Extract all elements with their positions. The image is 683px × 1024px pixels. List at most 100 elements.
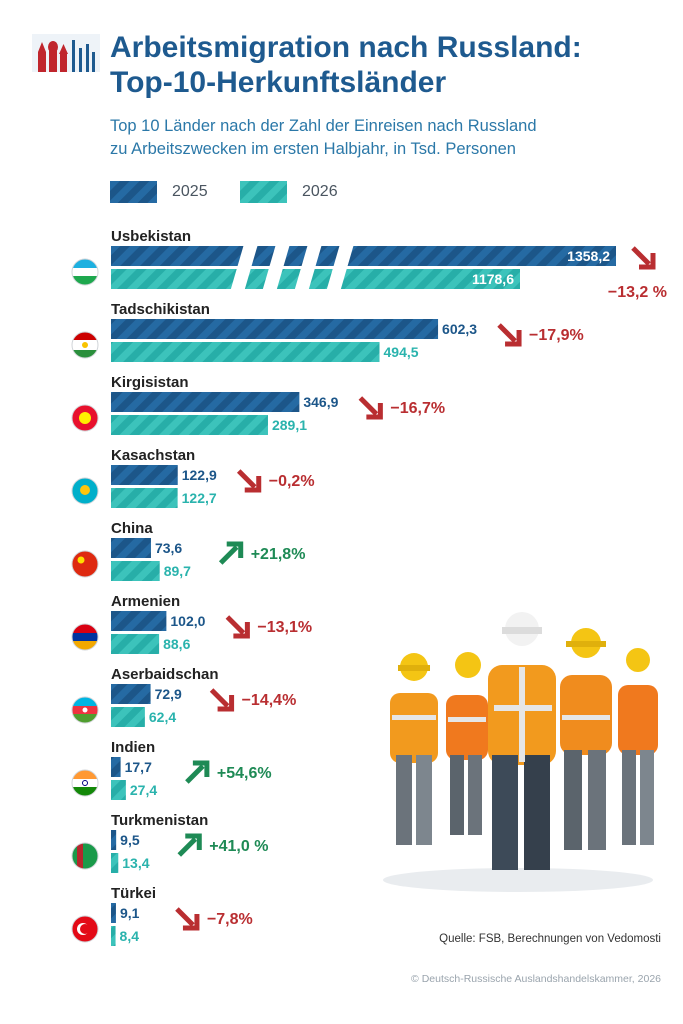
flag-cn-icon — [72, 551, 98, 577]
flag-outline — [71, 915, 99, 943]
arrow-up-icon — [185, 760, 210, 784]
axis-break-mark — [230, 244, 258, 292]
value-label-2025: 102,0 — [170, 613, 205, 629]
flag-am-icon — [72, 624, 98, 650]
value-label-2026: 27,4 — [130, 782, 157, 798]
value-label-2025: 602,3 — [442, 321, 477, 337]
value-label-2025: 1358,2 — [567, 248, 610, 264]
bar-2025 — [111, 684, 151, 704]
legend-label-2026: 2026 — [302, 183, 338, 200]
title-line-2: Top-10-Herkunftsländer — [110, 66, 447, 99]
bar-2026 — [111, 926, 116, 946]
value-label-2026: 62,4 — [149, 709, 176, 725]
change-label: +41,0 % — [209, 838, 268, 855]
bar-2025 — [111, 611, 167, 631]
arrow-down-icon — [236, 469, 262, 493]
change-label: −17,9% — [529, 327, 584, 344]
flag-kg-icon — [72, 405, 98, 431]
change-label: −13,2 % — [608, 284, 667, 301]
axis-break-mark — [326, 244, 354, 292]
arrow-down-icon — [209, 688, 235, 712]
value-label-2025: 72,9 — [155, 686, 182, 702]
chart-row: Aserbaidschan 72,9 62,4 −14,4% — [71, 666, 297, 727]
value-label-2025: 73,6 — [155, 540, 182, 556]
category-label: Kasachstan — [111, 447, 195, 464]
chamber-logo — [32, 34, 100, 72]
arrow-down-icon — [631, 246, 656, 270]
legend-label-2025: 2025 — [172, 183, 208, 200]
bar-2025 — [111, 246, 616, 266]
chart-row: Turkmenistan 9,5 13,4 +41,0 % — [71, 812, 268, 873]
chart-row: Kirgisistan 346,9 289,1 −16,7% — [71, 374, 445, 435]
bar-2025 — [111, 538, 151, 558]
bar-chart: Usbekistan 1358,2 1178,6 −13,2 % Tadschikist… — [71, 228, 667, 946]
category-label: Armenien — [111, 593, 180, 610]
arrow-up-icon — [218, 541, 244, 565]
legend-swatch-2026 — [240, 181, 287, 203]
value-label-2025: 122,9 — [182, 467, 217, 483]
chart-row: Usbekistan 1358,2 1178,6 −13,2 % — [71, 228, 667, 301]
flag-uz-icon — [72, 259, 98, 285]
category-label: Turkmenistan — [111, 812, 208, 829]
chart-row: Indien 17,7 27,4 +54,6% — [71, 739, 272, 800]
change-label: −7,8% — [207, 911, 253, 928]
value-label-2026: 8,4 — [120, 928, 140, 944]
flag-az-icon — [72, 697, 98, 723]
page-title: Arbeitsmigration nach Russland: Top-10-H… — [110, 30, 582, 100]
chart-row: Tadschikistan 602,3 494,5 −17,9% — [71, 301, 584, 362]
flag-outline — [71, 842, 99, 870]
bar-2025 — [111, 757, 121, 777]
value-label-2025: 346,9 — [303, 394, 338, 410]
arrow-down-icon — [225, 615, 250, 639]
flag-outline — [71, 258, 99, 286]
axis-break-mark — [262, 244, 290, 292]
category-label: Kirgisistan — [111, 374, 189, 391]
category-label: Türkei — [111, 885, 156, 902]
axis-break-mark — [294, 244, 322, 292]
category-label: Usbekistan — [111, 228, 191, 245]
bar-2026 — [111, 488, 178, 508]
flag-tr-icon — [72, 916, 98, 942]
subtitle-line-2: zu Arbeitszwecken im ersten Halbjahr, in… — [110, 140, 516, 158]
subtitle: Top 10 Länder nach der Zahl der Einreise… — [110, 115, 650, 161]
category-label: China — [111, 520, 153, 537]
bar-2026 — [111, 342, 380, 362]
bar-2026 — [111, 707, 145, 727]
value-label-2025: 17,7 — [125, 759, 152, 775]
source-note: Quelle: FSB, Berechnungen von Vedomosti — [439, 933, 661, 945]
flag-outline — [71, 477, 99, 505]
bar-2025 — [111, 830, 117, 850]
category-label: Indien — [111, 739, 155, 756]
bar-2025 — [111, 392, 300, 412]
title-line-1: Arbeitsmigration nach Russland: — [110, 31, 582, 64]
value-label-2025: 9,1 — [120, 905, 140, 921]
value-label-2026: 1178,6 — [472, 271, 514, 287]
value-label-2026: 13,4 — [122, 855, 149, 871]
bar-2026 — [111, 780, 126, 800]
flag-kz-icon — [72, 478, 98, 504]
legend-item-2025: 2025 — [110, 181, 208, 203]
change-label: −13,1% — [257, 619, 312, 636]
bar-2026 — [111, 853, 119, 873]
value-label-2025: 9,5 — [120, 832, 140, 848]
category-label: Aserbaidschan — [111, 666, 219, 683]
legend-swatch-2025 — [110, 181, 157, 203]
arrow-up-icon — [177, 833, 202, 857]
change-label: −14,4% — [242, 692, 297, 709]
flag-outline — [71, 769, 99, 797]
bar-2025 — [111, 465, 178, 485]
legend-item-2026: 2026 — [240, 181, 338, 203]
bar-2026 — [111, 634, 160, 654]
bar-2025 — [111, 319, 439, 339]
flag-outline — [71, 550, 99, 578]
bar-2026 — [111, 269, 520, 289]
flag-in-icon — [72, 770, 98, 796]
chart-row: Armenien 102,0 88,6 −13,1% — [71, 593, 312, 654]
value-label-2026: 122,7 — [182, 490, 217, 506]
change-label: +21,8% — [251, 546, 306, 563]
subtitle-line-1: Top 10 Länder nach der Zahl der Einreise… — [110, 117, 537, 135]
arrow-down-icon — [358, 396, 383, 420]
bar-2026 — [111, 561, 160, 581]
flag-tm-icon — [72, 843, 98, 869]
flag-tj-icon — [72, 332, 98, 358]
